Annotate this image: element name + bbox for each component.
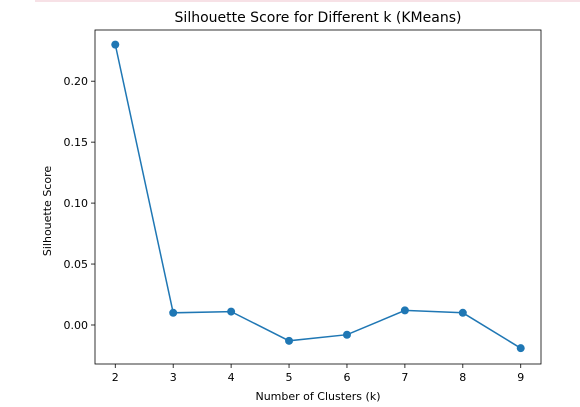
x-tick-label: 9 [517,371,524,384]
x-tick-label: 8 [459,371,466,384]
y-tick-label: 0.15 [64,136,89,149]
x-axis-label: Number of Clusters (k) [255,390,380,403]
data-point [400,306,409,315]
x-tick-label: 3 [170,371,177,384]
y-tick-label: 0.00 [64,319,89,332]
plot-border [94,29,542,365]
y-tick-label: 0.20 [64,75,89,88]
plot-frame [94,29,542,365]
y-axis-label: Silhouette Score [41,166,54,256]
top-border-line [35,0,580,2]
data-point [458,308,467,317]
data-point [516,344,525,353]
y-tick-label: 0.05 [64,258,89,271]
x-tick-label: 5 [286,371,293,384]
series-line [114,44,522,349]
x-tick-label: 6 [343,371,350,384]
data-point [111,40,120,49]
y-axis-ticks: 0.00 0.05 0.10 0.15 0.20 [64,75,95,332]
series-points [111,40,525,353]
data-point [169,308,178,317]
x-tick-label: 7 [401,371,408,384]
data-point [227,307,236,316]
chart-title: Silhouette Score for Different k (KMeans… [175,10,462,26]
x-tick-label: 2 [112,371,119,384]
x-axis-ticks: 2 3 4 5 6 7 8 9 [112,364,524,384]
data-point [342,330,351,339]
y-tick-label: 0.10 [64,197,89,210]
x-tick-label: 4 [228,371,235,384]
data-point [285,336,294,345]
